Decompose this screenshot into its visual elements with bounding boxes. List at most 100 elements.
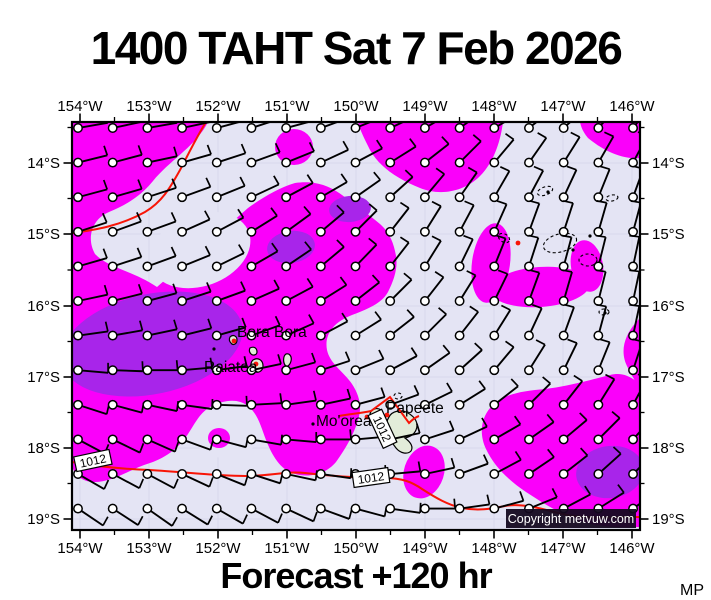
wind-barb-tick bbox=[271, 242, 279, 252]
wind-barb-tick bbox=[274, 142, 281, 153]
station-circle bbox=[489, 469, 500, 479]
lon-label-bottom: 153°W bbox=[126, 540, 172, 557]
wind-barb-tick bbox=[404, 169, 414, 178]
wind-barb-tick bbox=[409, 138, 417, 148]
wind-barb-tick bbox=[102, 179, 108, 190]
wind-barb-tick bbox=[495, 234, 506, 240]
wind-barb-tick bbox=[463, 234, 474, 241]
station-circle bbox=[281, 503, 292, 514]
wind-barb-tick bbox=[410, 347, 418, 357]
station-circle bbox=[558, 365, 569, 376]
wind-barb bbox=[177, 245, 211, 272]
wind-barb-tick bbox=[467, 166, 478, 174]
station-circle bbox=[107, 296, 118, 306]
wind-barb bbox=[558, 269, 573, 306]
wind-barb-staff bbox=[220, 365, 247, 371]
wind-barb-staff bbox=[599, 135, 615, 160]
isobar-label-box bbox=[367, 408, 398, 450]
station-circle bbox=[281, 296, 292, 306]
wind-barb-staff bbox=[461, 274, 477, 298]
station-circle bbox=[107, 123, 118, 133]
wind-barb bbox=[558, 303, 575, 341]
wind-barb bbox=[177, 123, 211, 133]
station-circle bbox=[454, 330, 465, 341]
wind-barb bbox=[246, 207, 278, 237]
wind-barb-staff bbox=[529, 307, 543, 333]
station-circle bbox=[73, 123, 83, 133]
wind-barb bbox=[281, 390, 317, 410]
wind-barb-tick bbox=[542, 376, 551, 385]
wind-barb-staff bbox=[81, 188, 108, 198]
wind-barb bbox=[489, 304, 512, 341]
isobar-label-text: 1012 bbox=[357, 469, 386, 487]
wind-barb-staff bbox=[220, 289, 246, 301]
wind-barb-staff bbox=[529, 203, 541, 229]
station-circle bbox=[350, 503, 361, 514]
station-circle bbox=[142, 261, 153, 272]
wind-barb-tick bbox=[344, 351, 351, 362]
wind-barb-tick bbox=[341, 312, 349, 322]
station-circle bbox=[142, 434, 153, 445]
wind-barb bbox=[73, 123, 108, 133]
station-circle bbox=[524, 330, 534, 341]
lon-label-top: 153°W bbox=[126, 98, 172, 115]
wind-barb-staff bbox=[82, 369, 109, 374]
wind-barb bbox=[628, 123, 639, 133]
map-border bbox=[70, 120, 642, 532]
wind-barb-staff bbox=[632, 271, 639, 298]
wind-barb bbox=[628, 466, 639, 479]
wind-barb-staff bbox=[462, 387, 486, 404]
station-circle bbox=[211, 192, 222, 203]
wind-barb-staff bbox=[498, 499, 524, 509]
wind-barb bbox=[350, 123, 371, 133]
station-circle bbox=[281, 123, 292, 133]
station-circle bbox=[107, 192, 118, 203]
wind-barb bbox=[454, 134, 482, 168]
station-circle bbox=[246, 434, 257, 445]
wind-barb-tick bbox=[496, 200, 507, 206]
station-circle bbox=[211, 296, 222, 306]
wind-barb bbox=[281, 352, 317, 376]
wind-barb-staff bbox=[530, 137, 548, 160]
wind-barb-tick bbox=[435, 167, 445, 175]
wind-barb-staff bbox=[116, 292, 143, 301]
wind-barb-tick bbox=[308, 314, 315, 324]
station-circle bbox=[73, 365, 83, 376]
station-circle bbox=[419, 261, 430, 272]
station-circle bbox=[211, 330, 222, 341]
wind-barb-tick bbox=[596, 303, 607, 308]
wind-barb-staff bbox=[426, 240, 442, 264]
wind-barb bbox=[246, 393, 283, 410]
wind-barb-staff bbox=[566, 454, 589, 473]
wind-barb-tick bbox=[339, 276, 348, 286]
wind-barb-tick bbox=[209, 357, 213, 368]
station-circle bbox=[524, 157, 534, 168]
wind-barb bbox=[454, 342, 483, 376]
wind-barb-tick bbox=[308, 141, 315, 152]
wind-barb-staff bbox=[462, 123, 469, 127]
wind-barb-tick bbox=[546, 413, 555, 423]
wind-barb bbox=[211, 317, 247, 341]
isobar-value-label: 1012 bbox=[351, 466, 391, 489]
station-circle bbox=[489, 226, 500, 237]
station-circle bbox=[350, 434, 361, 445]
wind-barb-tick bbox=[205, 177, 212, 188]
wind-barb-staff bbox=[255, 362, 282, 371]
station-circle bbox=[211, 365, 222, 376]
wind-barb-tick bbox=[204, 210, 211, 220]
station-circle bbox=[142, 365, 153, 376]
wind-barb-staff bbox=[600, 453, 622, 472]
wind-barb-tick bbox=[243, 111, 246, 120]
wind-barb-staff bbox=[255, 402, 282, 406]
wind-barb-staff bbox=[428, 390, 453, 404]
wind-barb bbox=[454, 454, 489, 479]
station-circle bbox=[454, 434, 465, 445]
wind-barb bbox=[281, 314, 315, 341]
wind-barb-staff bbox=[564, 169, 578, 194]
wind-barb bbox=[281, 205, 312, 237]
wind-barb-staff bbox=[81, 475, 105, 490]
station-circle bbox=[558, 296, 569, 306]
wind-barb-staff bbox=[324, 473, 351, 480]
place-label: Bora Bora bbox=[237, 324, 307, 341]
wind-barb-staff bbox=[427, 143, 450, 161]
